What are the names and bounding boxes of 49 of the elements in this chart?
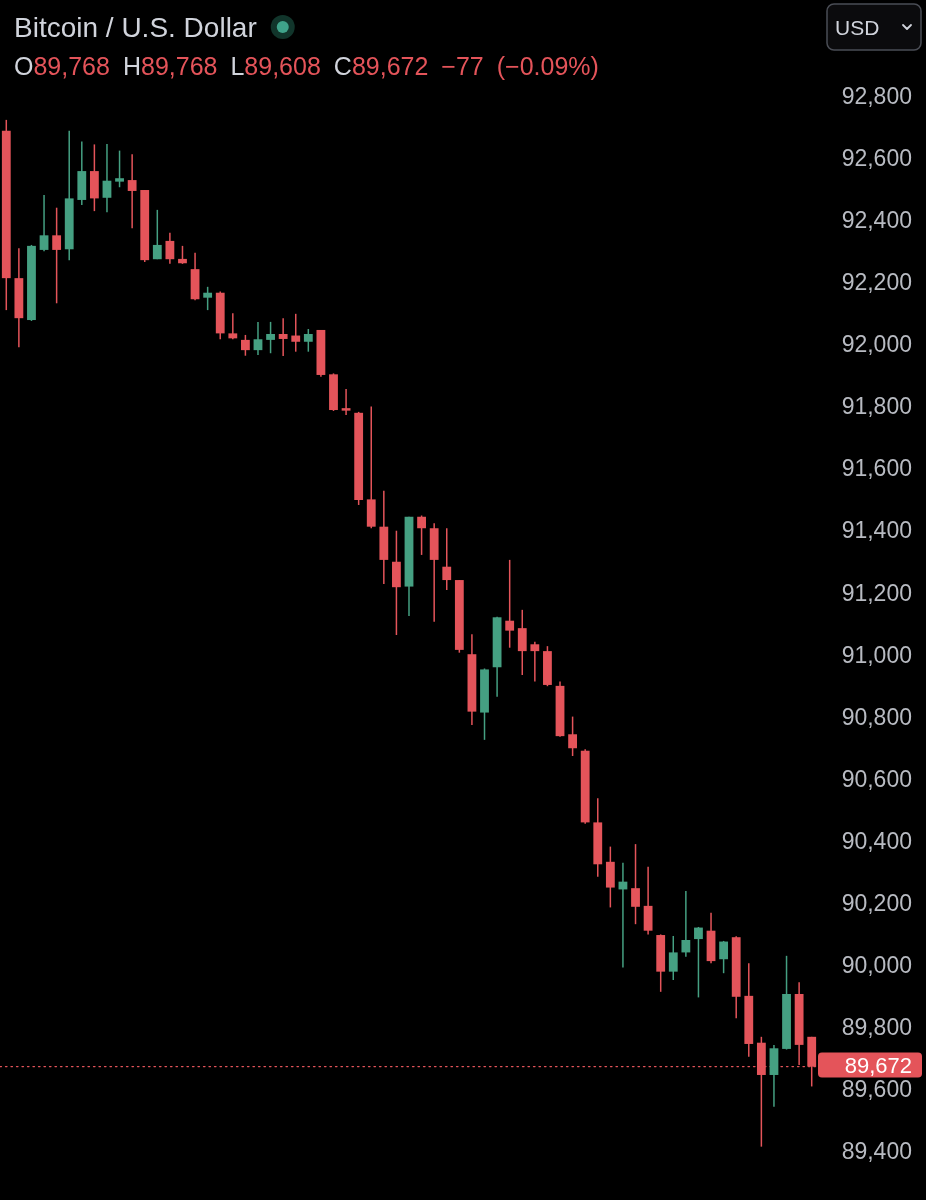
y-tick-label: 92,600 [841,145,912,172]
candlestick [303,328,313,353]
candlestick [278,317,288,357]
candlestick [102,143,112,214]
y-tick-label: 91,600 [841,455,912,482]
candlestick [417,514,426,556]
y-tick-label: 89,400 [841,1138,912,1165]
candlestick [152,209,162,260]
candlestick [115,149,124,188]
y-tick-label: 92,400 [841,207,912,234]
y-tick-label: 90,600 [841,765,912,792]
candlestick [291,313,301,353]
candlestick [203,286,213,311]
candlestick [127,153,137,229]
y-tick-label: 90,200 [841,889,912,916]
ref-line-label: 89,672 [844,1052,912,1078]
candlestick [165,232,175,265]
chart-title: Bitcoin / U.S. Dollar [14,12,257,43]
y-tick-label: 90,400 [841,827,912,854]
candlestick [341,388,351,416]
candlestick [442,527,452,591]
candlestick [253,321,263,356]
candlestick [266,321,275,354]
y-tick-label: 92,000 [841,331,912,358]
candlestick [694,926,703,999]
y-tick-label: 90,800 [841,703,912,730]
y-tick-label: 91,200 [841,579,912,606]
y-tick-label: 91,000 [841,641,912,668]
y-tick-label: 89,600 [841,1075,912,1102]
candlestick [681,890,691,958]
dropdown-field: USD [826,3,922,51]
candlestick [52,206,62,305]
y-tick-label: 91,400 [841,517,912,544]
y-tick-label: 92,200 [841,269,912,296]
candlestick [39,194,49,252]
y-tick-label: 91,800 [841,393,912,420]
candlestick [505,559,515,649]
y-tick-label: 90,000 [841,951,912,978]
candlestick [631,843,640,925]
y-tick-label: 92,800 [841,83,912,110]
candlestick [517,609,527,676]
y-tick-label: 89,800 [841,1013,912,1040]
candlestick [568,715,577,757]
candlestick [530,641,540,683]
candlestick [719,940,729,974]
text: O89,768 H89,768 L89,608 C89,672 −77 (−0.09%) [14,52,599,80]
candlestick [668,935,678,981]
candlestick [228,312,238,341]
candlestick [241,334,250,357]
